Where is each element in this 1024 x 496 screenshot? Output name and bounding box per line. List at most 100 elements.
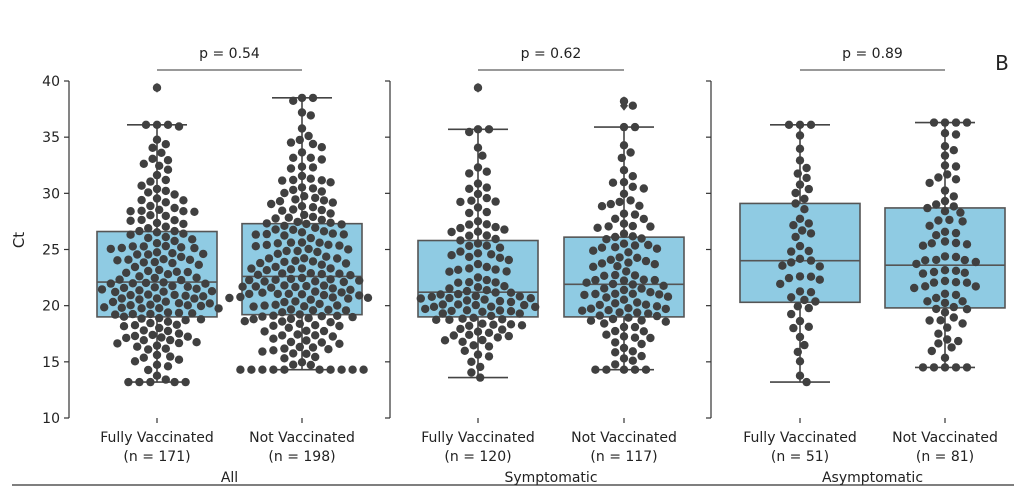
data-point xyxy=(650,275,659,285)
data-point xyxy=(335,241,344,250)
data-point xyxy=(280,297,289,307)
data-point xyxy=(962,305,972,314)
data-point xyxy=(795,144,805,153)
data-point xyxy=(650,260,659,269)
group-fully-vaccinated: Fully Vaccinated (n = 120) xyxy=(416,82,540,465)
data-point xyxy=(328,229,337,238)
data-point xyxy=(798,226,807,235)
data-point xyxy=(484,328,494,337)
data-point xyxy=(137,195,146,205)
data-point xyxy=(517,321,527,330)
data-point xyxy=(482,262,491,272)
data-point xyxy=(462,296,472,305)
data-point xyxy=(269,334,278,343)
data-point xyxy=(249,302,258,311)
data-point xyxy=(111,310,120,319)
data-point xyxy=(328,293,337,302)
data-point xyxy=(170,226,179,236)
data-point xyxy=(619,141,629,150)
data-point xyxy=(177,252,186,262)
data-point xyxy=(183,282,192,291)
sample-size-label: (n = 171) xyxy=(123,449,190,465)
p-value-label: p = 0.54 xyxy=(199,46,260,62)
data-point xyxy=(484,352,494,361)
data-point xyxy=(949,192,958,201)
data-point xyxy=(491,234,500,244)
data-point xyxy=(337,288,346,297)
data-point xyxy=(628,232,637,241)
data-point xyxy=(644,240,653,250)
data-point xyxy=(166,352,175,361)
data-point xyxy=(789,323,798,333)
data-point xyxy=(611,243,620,252)
data-point xyxy=(271,214,280,223)
data-point xyxy=(784,120,794,129)
data-point xyxy=(363,293,373,302)
data-point xyxy=(467,368,476,377)
data-point xyxy=(240,317,249,326)
data-point xyxy=(199,292,208,301)
data-point xyxy=(932,293,941,303)
data-point xyxy=(628,356,637,365)
data-point xyxy=(806,272,816,281)
data-point xyxy=(615,197,624,207)
data-point xyxy=(776,279,785,289)
data-point xyxy=(921,256,930,265)
data-point xyxy=(630,241,640,250)
data-point xyxy=(282,246,291,256)
data-point xyxy=(633,298,642,307)
data-point xyxy=(504,255,513,265)
data-point xyxy=(473,273,483,282)
data-point xyxy=(141,278,151,288)
data-point xyxy=(315,365,324,374)
data-point xyxy=(245,275,254,285)
data-point xyxy=(791,199,800,208)
data-point xyxy=(793,302,802,311)
sample-size-label: (n = 120) xyxy=(444,449,511,465)
data-point xyxy=(126,301,135,310)
data-point xyxy=(637,351,646,361)
x-tick-label: Fully Vaccinated xyxy=(100,430,213,446)
data-point xyxy=(971,257,980,267)
data-point xyxy=(291,195,300,204)
data-point xyxy=(273,239,282,248)
data-point xyxy=(306,153,315,162)
data-point xyxy=(482,241,491,250)
data-point xyxy=(319,196,329,205)
data-point xyxy=(800,194,809,203)
data-point xyxy=(269,346,278,355)
data-point xyxy=(152,135,162,144)
data-point xyxy=(456,247,465,256)
data-point xyxy=(168,258,177,268)
data-point xyxy=(280,344,289,353)
data-point xyxy=(148,143,157,152)
data-point xyxy=(940,196,950,206)
data-point xyxy=(192,284,201,293)
data-point xyxy=(949,146,958,155)
data-point xyxy=(144,266,153,276)
data-point xyxy=(278,331,287,340)
data-point xyxy=(297,148,307,157)
data-point xyxy=(190,294,199,303)
data-point xyxy=(163,156,173,165)
data-point xyxy=(456,236,465,245)
data-point xyxy=(806,229,816,238)
data-point xyxy=(135,286,144,295)
data-point xyxy=(795,316,805,326)
data-point xyxy=(306,295,315,304)
data-point xyxy=(445,315,454,324)
data-point xyxy=(260,277,269,286)
data-point xyxy=(247,365,256,374)
data-point xyxy=(183,301,192,310)
data-point xyxy=(317,312,326,321)
data-point xyxy=(152,194,162,203)
data-point xyxy=(289,96,298,106)
data-point xyxy=(515,292,524,301)
data-point xyxy=(927,239,936,248)
data-point xyxy=(124,377,133,387)
data-point xyxy=(473,125,483,134)
data-point xyxy=(971,282,980,291)
data-point xyxy=(319,281,329,290)
data-point xyxy=(613,262,622,271)
data-point xyxy=(144,345,153,354)
